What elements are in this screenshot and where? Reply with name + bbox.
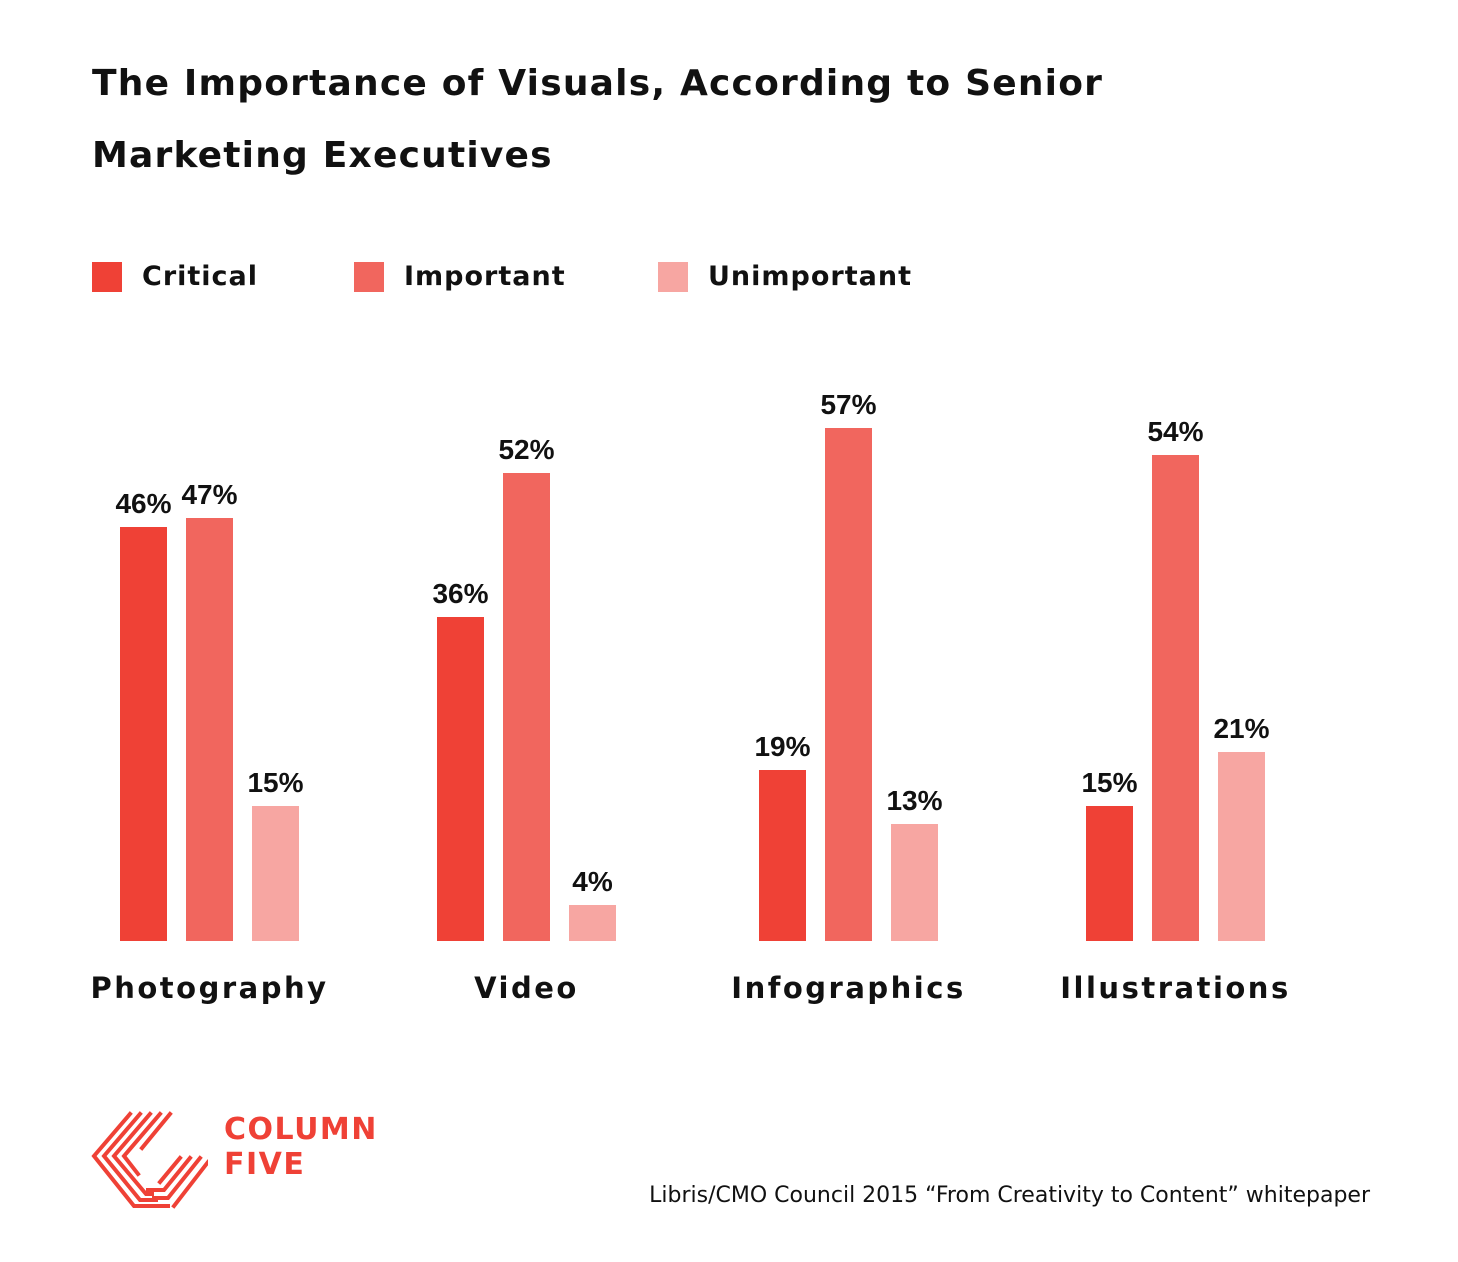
bar-photography-unimportant [252,806,299,941]
brand: COLUMN FIVE [90,1110,390,1210]
legend-swatch-important [354,262,384,292]
bar-infographics-unimportant [891,824,938,941]
data-label-infographics-critical: 19% [754,731,810,762]
legend-swatch-unimportant [658,262,688,292]
bar-video-unimportant [569,905,616,941]
bar-infographics-critical [759,770,806,941]
bar-video-critical [437,617,484,941]
data-label-video-critical: 36% [432,578,488,609]
bar-illustrations-unimportant [1218,752,1265,941]
source-citation: Libris/CMO Council 2015 “From Creativity… [649,1183,1370,1208]
bar-infographics-important [825,428,872,941]
bar-illustrations-important [1152,455,1199,941]
brand-name: COLUMN FIVE [224,1112,404,1182]
legend-label-unimportant: Unimportant [708,261,912,292]
bar-illustrations-critical [1086,806,1133,941]
brand-name-line2: FIVE [224,1147,306,1182]
bar-photography-important [186,518,233,941]
data-label-photography-important: 47% [181,479,237,510]
category-label-illustrations: Illustrations [1060,971,1290,1005]
data-label-illustrations-important: 54% [1147,416,1203,447]
data-label-illustrations-critical: 15% [1081,767,1137,798]
brand-name-line1: COLUMN [224,1112,378,1147]
data-label-infographics-unimportant: 13% [886,785,942,816]
bar-photography-critical [120,527,167,941]
data-label-video-unimportant: 4% [572,866,613,897]
bar-chart: 46% 47% 15% Photography 36% 52% 4% Video 19% 57% 1… [90,389,1290,1005]
legend-label-critical: Critical [142,261,259,292]
data-label-illustrations-unimportant: 21% [1213,713,1269,744]
legend-swatch-critical [92,262,122,292]
bar-video-important [503,473,550,941]
category-label-infographics: Infographics [731,971,965,1005]
data-label-infographics-important: 57% [820,389,876,420]
legend-label-important: Important [404,261,566,292]
data-label-photography-critical: 46% [115,488,171,519]
category-label-video: Video [474,971,579,1005]
data-label-photography-unimportant: 15% [247,767,303,798]
column-five-logo-icon [91,1111,208,1209]
category-label-photography: Photography [90,971,328,1005]
chart-title: The Importance of Visuals, According to … [92,63,1104,176]
data-label-video-important: 52% [498,434,554,465]
